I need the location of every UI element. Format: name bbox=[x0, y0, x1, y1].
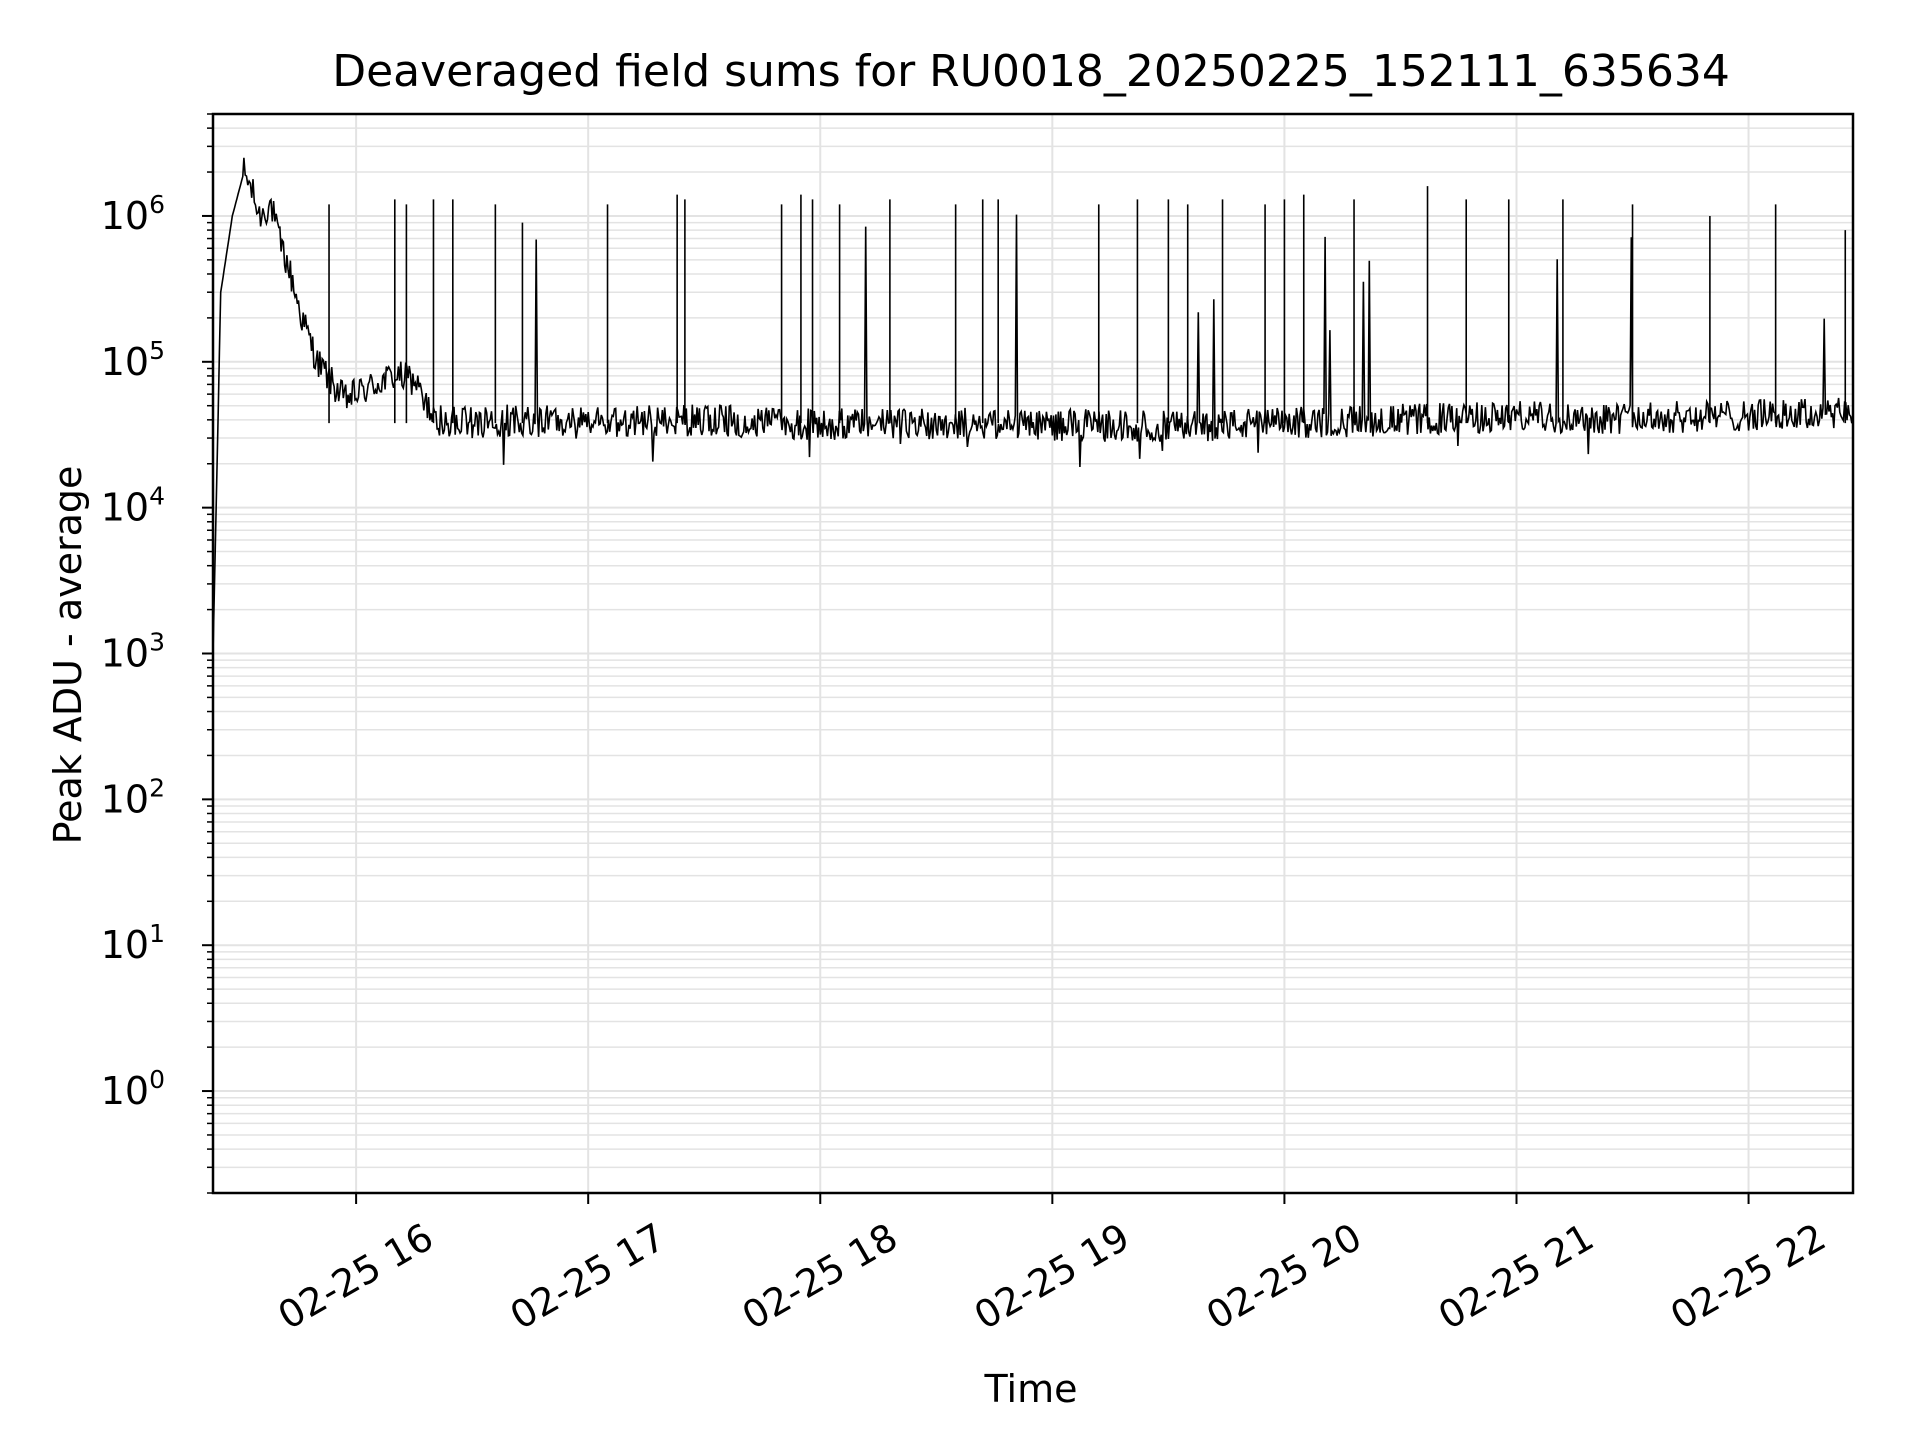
chart-title: Deaveraged field sums for RU0018_2025022… bbox=[332, 46, 1730, 97]
y-tick-label: 103 bbox=[101, 628, 165, 676]
data-layer bbox=[212, 157, 1854, 654]
y-tick-label: 101 bbox=[101, 919, 165, 967]
y-tick-label: 100 bbox=[101, 1065, 165, 1113]
series-line bbox=[212, 157, 1854, 654]
y-tick-label: 102 bbox=[101, 773, 165, 821]
grid bbox=[213, 113, 1853, 1194]
ticks bbox=[202, 113, 1750, 1204]
x-axis-label: Time bbox=[984, 1367, 1078, 1411]
y-axis-label: Peak ADU - average bbox=[46, 466, 90, 845]
y-tick-label: 106 bbox=[101, 190, 165, 238]
y-tick-label: 104 bbox=[101, 482, 165, 530]
y-tick-label: 105 bbox=[101, 336, 165, 384]
